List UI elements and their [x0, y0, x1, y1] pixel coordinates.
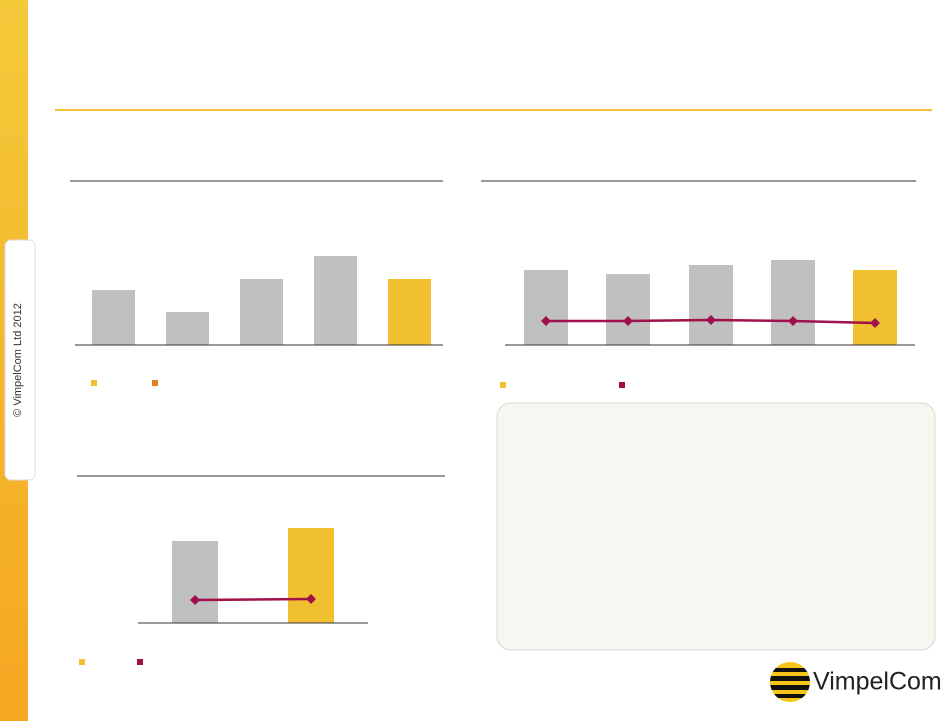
- line-marker: [541, 316, 551, 326]
- legend-swatch: [91, 380, 97, 386]
- bar: [853, 270, 897, 345]
- legend-swatch: [79, 659, 85, 665]
- logo-text: VimpelCom: [813, 668, 942, 696]
- line-marker: [623, 316, 633, 326]
- legend-swatch: [500, 382, 506, 388]
- bar: [166, 312, 209, 345]
- bar: [606, 274, 650, 345]
- bar: [288, 528, 334, 623]
- side-tab: [4, 239, 36, 481]
- copyright: © VimpelCom Ltd 2012: [12, 303, 24, 417]
- line-marker: [870, 318, 880, 328]
- legend-swatch: [619, 382, 625, 388]
- bar: [92, 290, 135, 345]
- line-series: [194, 597, 312, 602]
- bar: [172, 541, 218, 623]
- bar: [240, 279, 283, 345]
- line-marker: [306, 594, 316, 604]
- text-box: [496, 402, 936, 651]
- logo-icon: [770, 662, 810, 702]
- bar: [771, 260, 815, 345]
- bar: [314, 256, 357, 345]
- legend-swatch: [152, 380, 158, 386]
- bar: [689, 265, 733, 345]
- line-marker: [788, 316, 798, 326]
- line-marker: [190, 595, 200, 605]
- bar: [524, 270, 568, 345]
- bar: [388, 279, 431, 345]
- legend-swatch: [137, 659, 143, 665]
- line-marker: [706, 315, 716, 325]
